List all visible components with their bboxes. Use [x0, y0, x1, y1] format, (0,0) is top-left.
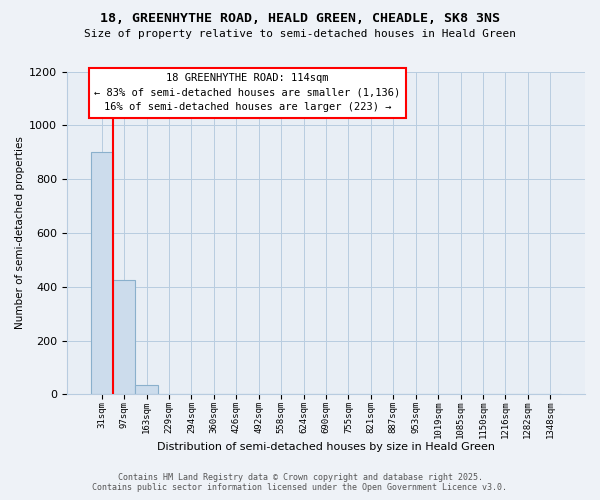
Text: Size of property relative to semi-detached houses in Heald Green: Size of property relative to semi-detach…: [84, 29, 516, 39]
X-axis label: Distribution of semi-detached houses by size in Heald Green: Distribution of semi-detached houses by …: [157, 442, 495, 452]
Y-axis label: Number of semi-detached properties: Number of semi-detached properties: [15, 136, 25, 330]
Bar: [136, 385, 158, 394]
Text: 18, GREENHYTHE ROAD, HEALD GREEN, CHEADLE, SK8 3NS: 18, GREENHYTHE ROAD, HEALD GREEN, CHEADL…: [100, 12, 500, 26]
Bar: [91, 152, 113, 394]
Text: Contains HM Land Registry data © Crown copyright and database right 2025.
Contai: Contains HM Land Registry data © Crown c…: [92, 473, 508, 492]
Bar: [113, 280, 136, 394]
Text: 18 GREENHYTHE ROAD: 114sqm
← 83% of semi-detached houses are smaller (1,136)
16%: 18 GREENHYTHE ROAD: 114sqm ← 83% of semi…: [94, 73, 401, 112]
